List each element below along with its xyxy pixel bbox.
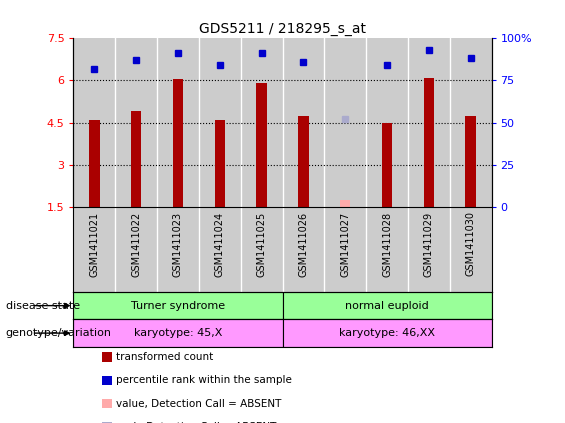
Text: transformed count: transformed count bbox=[116, 352, 213, 362]
Text: percentile rank within the sample: percentile rank within the sample bbox=[116, 375, 292, 385]
Bar bbox=[241, 38, 282, 207]
Text: GSM1411022: GSM1411022 bbox=[131, 212, 141, 277]
Text: GSM1411025: GSM1411025 bbox=[257, 212, 267, 277]
Bar bbox=[298, 115, 308, 207]
Text: GSM1411024: GSM1411024 bbox=[215, 212, 225, 277]
Bar bbox=[450, 38, 492, 207]
Text: genotype/variation: genotype/variation bbox=[6, 328, 112, 338]
Bar bbox=[115, 38, 157, 207]
Text: rank, Detection Call = ABSENT: rank, Detection Call = ABSENT bbox=[116, 422, 276, 423]
Text: GSM1411028: GSM1411028 bbox=[382, 212, 392, 277]
Text: disease state: disease state bbox=[6, 301, 80, 310]
Bar bbox=[466, 115, 476, 207]
Bar bbox=[73, 319, 282, 347]
Bar bbox=[408, 38, 450, 207]
Text: value, Detection Call = ABSENT: value, Detection Call = ABSENT bbox=[116, 398, 281, 409]
Bar bbox=[257, 83, 267, 207]
Bar bbox=[157, 38, 199, 207]
Title: GDS5211 / 218295_s_at: GDS5211 / 218295_s_at bbox=[199, 22, 366, 36]
Text: GSM1411030: GSM1411030 bbox=[466, 212, 476, 277]
Bar bbox=[131, 111, 141, 207]
Bar bbox=[366, 38, 408, 207]
Text: Turner syndrome: Turner syndrome bbox=[131, 301, 225, 310]
Bar bbox=[382, 123, 392, 207]
Bar bbox=[282, 319, 492, 347]
Text: GSM1411027: GSM1411027 bbox=[340, 212, 350, 277]
Text: GSM1411023: GSM1411023 bbox=[173, 212, 183, 277]
Bar bbox=[324, 38, 366, 207]
Text: GSM1411029: GSM1411029 bbox=[424, 212, 434, 277]
Text: karyotype: 46,XX: karyotype: 46,XX bbox=[339, 328, 435, 338]
Bar bbox=[199, 38, 241, 207]
Text: karyotype: 45,X: karyotype: 45,X bbox=[134, 328, 222, 338]
Text: normal euploid: normal euploid bbox=[345, 301, 429, 310]
Text: GSM1411021: GSM1411021 bbox=[89, 212, 99, 277]
Text: GSM1411026: GSM1411026 bbox=[298, 212, 308, 277]
Bar bbox=[282, 38, 324, 207]
Bar bbox=[89, 120, 99, 207]
Bar bbox=[282, 292, 492, 319]
Bar bbox=[73, 292, 282, 319]
Bar bbox=[340, 200, 350, 207]
Bar bbox=[215, 120, 225, 207]
Bar bbox=[73, 38, 115, 207]
Bar bbox=[424, 77, 434, 207]
Bar bbox=[173, 79, 183, 207]
